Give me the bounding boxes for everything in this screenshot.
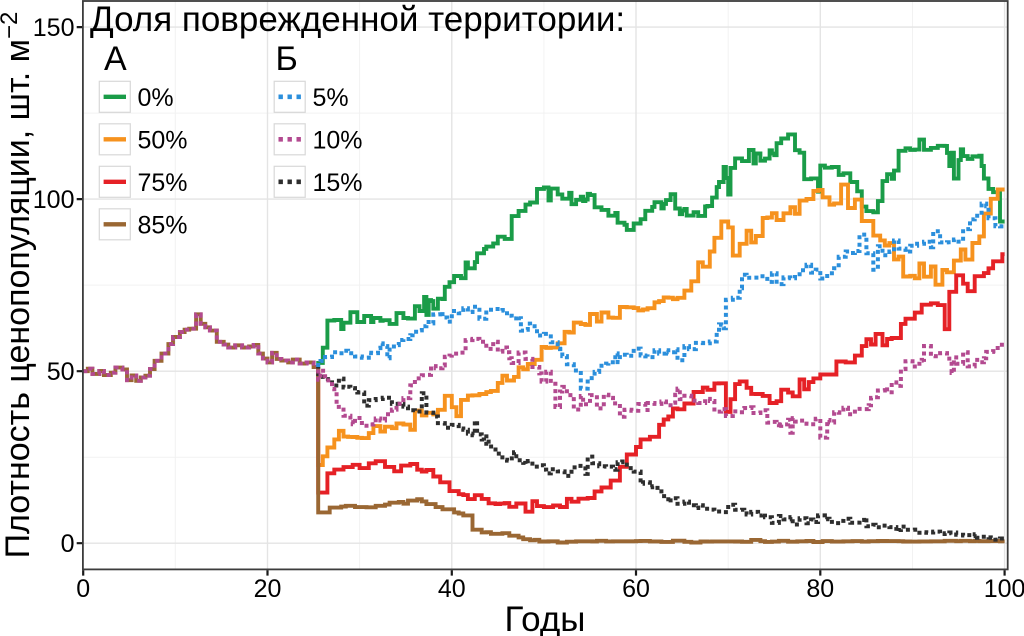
svg-text:85%: 85% [138, 211, 188, 239]
svg-text:20: 20 [254, 575, 282, 603]
svg-text:50: 50 [47, 358, 75, 386]
svg-text:60: 60 [622, 575, 650, 603]
svg-text:0%: 0% [138, 84, 174, 112]
svg-text:50%: 50% [138, 126, 188, 154]
svg-text:75%: 75% [138, 169, 188, 197]
svg-text:80: 80 [806, 575, 834, 603]
svg-text:Б: Б [276, 40, 298, 78]
svg-text:15%: 15% [313, 169, 363, 197]
svg-text:А: А [104, 40, 127, 78]
svg-text:0: 0 [76, 575, 90, 603]
svg-text:100: 100 [984, 575, 1024, 603]
svg-text:Годы: Годы [505, 600, 586, 636]
svg-text:Доля поврежденной территории:: Доля поврежденной территории: [90, 0, 625, 39]
svg-text:150: 150 [33, 14, 75, 42]
svg-text:0: 0 [61, 530, 75, 558]
svg-text:10%: 10% [313, 126, 363, 154]
svg-text:100: 100 [33, 186, 75, 214]
svg-text:Плотность ценопопуляции, шт. м: Плотность ценопопуляции, шт. м−2 [0, 12, 37, 559]
svg-text:5%: 5% [313, 84, 349, 112]
svg-text:40: 40 [438, 575, 466, 603]
